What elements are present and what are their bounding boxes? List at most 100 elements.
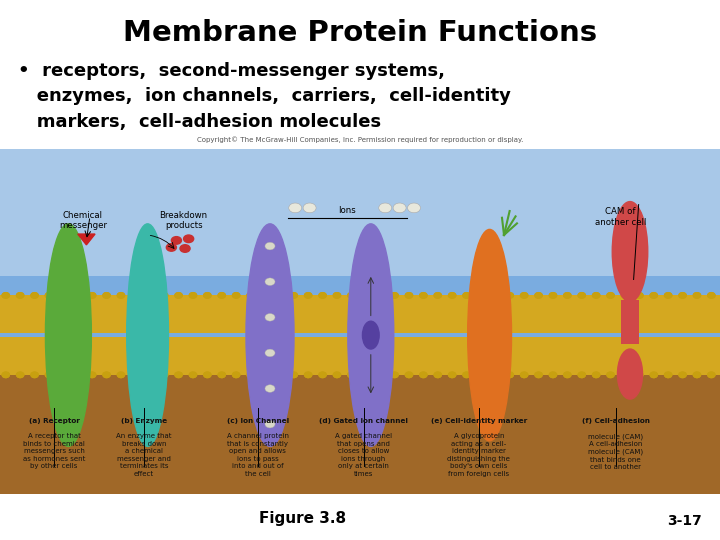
Circle shape — [463, 372, 470, 377]
Circle shape — [564, 372, 571, 377]
Circle shape — [180, 245, 190, 252]
Circle shape — [564, 293, 571, 298]
Circle shape — [477, 293, 485, 298]
Circle shape — [247, 293, 254, 298]
Circle shape — [305, 293, 312, 298]
Circle shape — [17, 372, 24, 377]
Circle shape — [276, 293, 283, 298]
Circle shape — [204, 293, 211, 298]
Circle shape — [261, 372, 269, 377]
Circle shape — [636, 372, 643, 377]
Text: Breakdown
products: Breakdown products — [160, 211, 207, 230]
Circle shape — [233, 293, 240, 298]
Circle shape — [146, 372, 153, 377]
Circle shape — [408, 203, 420, 213]
Text: CAM of
another cell: CAM of another cell — [595, 207, 647, 227]
Circle shape — [305, 293, 312, 298]
Circle shape — [117, 372, 125, 377]
Circle shape — [708, 372, 715, 377]
Bar — [621, 300, 639, 344]
Circle shape — [420, 372, 427, 377]
Circle shape — [535, 372, 542, 377]
Circle shape — [189, 293, 197, 298]
Circle shape — [247, 372, 254, 377]
Circle shape — [161, 372, 168, 377]
Circle shape — [305, 372, 312, 377]
Circle shape — [204, 372, 211, 377]
Circle shape — [333, 293, 341, 298]
Circle shape — [289, 203, 302, 213]
Circle shape — [607, 293, 614, 298]
Circle shape — [265, 349, 275, 357]
Circle shape — [449, 293, 456, 298]
Circle shape — [233, 372, 240, 377]
Circle shape — [650, 293, 657, 298]
Circle shape — [305, 372, 312, 377]
Circle shape — [348, 372, 355, 377]
Circle shape — [265, 385, 275, 393]
Circle shape — [377, 372, 384, 377]
Text: enzymes,  ion channels,  carriers,  cell-identity: enzymes, ion channels, carriers, cell-id… — [18, 87, 511, 105]
Circle shape — [218, 293, 225, 298]
Circle shape — [477, 372, 485, 377]
Circle shape — [391, 293, 398, 298]
Circle shape — [2, 372, 9, 377]
Circle shape — [247, 372, 254, 377]
Circle shape — [535, 293, 542, 298]
Text: Chemical
messenger: Chemical messenger — [59, 211, 107, 230]
Bar — [0, 295, 720, 333]
Text: A gated channel
that opens and
closes to allow
ions through
only at certain
time: A gated channel that opens and closes to… — [335, 433, 392, 477]
Circle shape — [261, 293, 269, 298]
Circle shape — [650, 372, 657, 377]
Circle shape — [549, 293, 557, 298]
Circle shape — [506, 372, 513, 377]
Circle shape — [621, 372, 629, 377]
Circle shape — [103, 372, 110, 377]
Circle shape — [89, 293, 96, 298]
Circle shape — [665, 293, 672, 298]
Circle shape — [449, 372, 456, 377]
Circle shape — [218, 293, 225, 298]
Circle shape — [261, 293, 269, 298]
Circle shape — [379, 203, 392, 213]
Circle shape — [2, 372, 9, 377]
Circle shape — [449, 372, 456, 377]
Text: An enzyme that
breaks down
a chemical
messenger and
terminates its
effect: An enzyme that breaks down a chemical me… — [116, 433, 172, 477]
Circle shape — [477, 293, 485, 298]
Bar — [0, 148, 720, 275]
Circle shape — [175, 372, 182, 377]
Circle shape — [420, 293, 427, 298]
Circle shape — [377, 293, 384, 298]
Circle shape — [247, 293, 254, 298]
Circle shape — [166, 244, 176, 251]
Circle shape — [391, 293, 398, 298]
Circle shape — [621, 372, 629, 377]
Circle shape — [564, 293, 571, 298]
Circle shape — [175, 372, 182, 377]
Text: Ions: Ions — [338, 206, 356, 215]
Circle shape — [607, 372, 614, 377]
Circle shape — [549, 372, 557, 377]
Circle shape — [679, 293, 686, 298]
Circle shape — [492, 372, 499, 377]
Bar — [0, 347, 720, 494]
Circle shape — [132, 372, 139, 377]
Circle shape — [319, 293, 326, 298]
Circle shape — [578, 293, 585, 298]
Circle shape — [45, 293, 53, 298]
Circle shape — [117, 293, 125, 298]
Circle shape — [420, 372, 427, 377]
Circle shape — [650, 372, 657, 377]
Circle shape — [31, 293, 38, 298]
Circle shape — [593, 372, 600, 377]
Circle shape — [303, 203, 316, 213]
Circle shape — [89, 372, 96, 377]
Circle shape — [463, 293, 470, 298]
Circle shape — [146, 293, 153, 298]
Circle shape — [2, 293, 9, 298]
Circle shape — [290, 372, 297, 377]
Circle shape — [333, 293, 341, 298]
Circle shape — [265, 242, 275, 250]
Circle shape — [348, 293, 355, 298]
Polygon shape — [78, 234, 95, 245]
